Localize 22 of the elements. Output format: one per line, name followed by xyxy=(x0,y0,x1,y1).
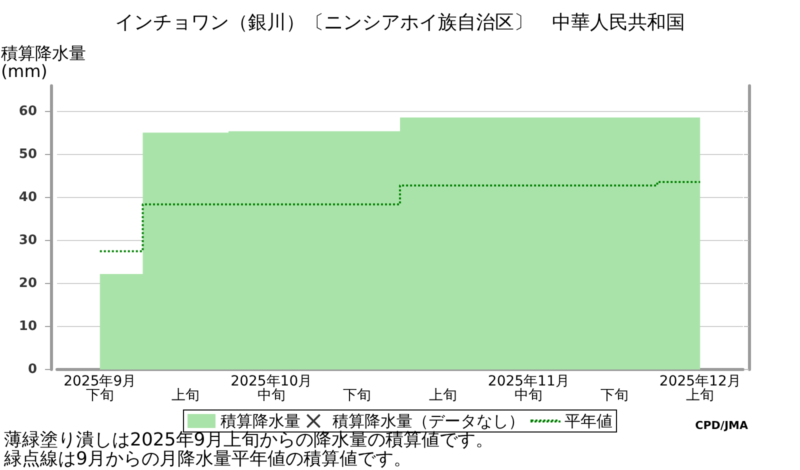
y-tick-label: 10 xyxy=(18,319,37,334)
x-tick-label: 上旬 xyxy=(428,388,457,404)
y-tick-label: 30 xyxy=(18,233,37,248)
x-tick-label: 下旬 xyxy=(600,388,628,404)
legend-label: 平年値 xyxy=(564,412,612,430)
x-tick-label: 下旬 xyxy=(343,388,372,404)
x-tick-label: 上旬 xyxy=(172,388,200,404)
x-tick-label: 2025年11月中旬 xyxy=(488,374,570,404)
y-tick-label: 0 xyxy=(28,362,37,377)
text: 緑点線は9月からの月降水量平年値の積算値です。 xyxy=(3,448,412,470)
x-tick-label: 2025年9月下旬 xyxy=(64,374,136,404)
y-tick-label: 60 xyxy=(18,104,37,119)
x-tick-label: 2025年10月中旬 xyxy=(230,374,312,404)
y-tick-label: 20 xyxy=(18,276,37,291)
x-tick-label: 2025年12月上旬 xyxy=(659,374,741,404)
chart-title: インチョワン（銀川）〔ニンシアホイ族自治区〕 中華人民共和国 xyxy=(115,12,685,34)
y-tick-label: 40 xyxy=(18,190,37,205)
y-axis-title: 積算降水量(mm) xyxy=(1,44,86,82)
legend-label: 積算降水量 xyxy=(220,412,300,430)
text: CPD/JMA xyxy=(695,419,748,432)
y-tick-label: 50 xyxy=(18,147,37,162)
legend-label: 積算降水量（データなし） xyxy=(332,412,524,430)
